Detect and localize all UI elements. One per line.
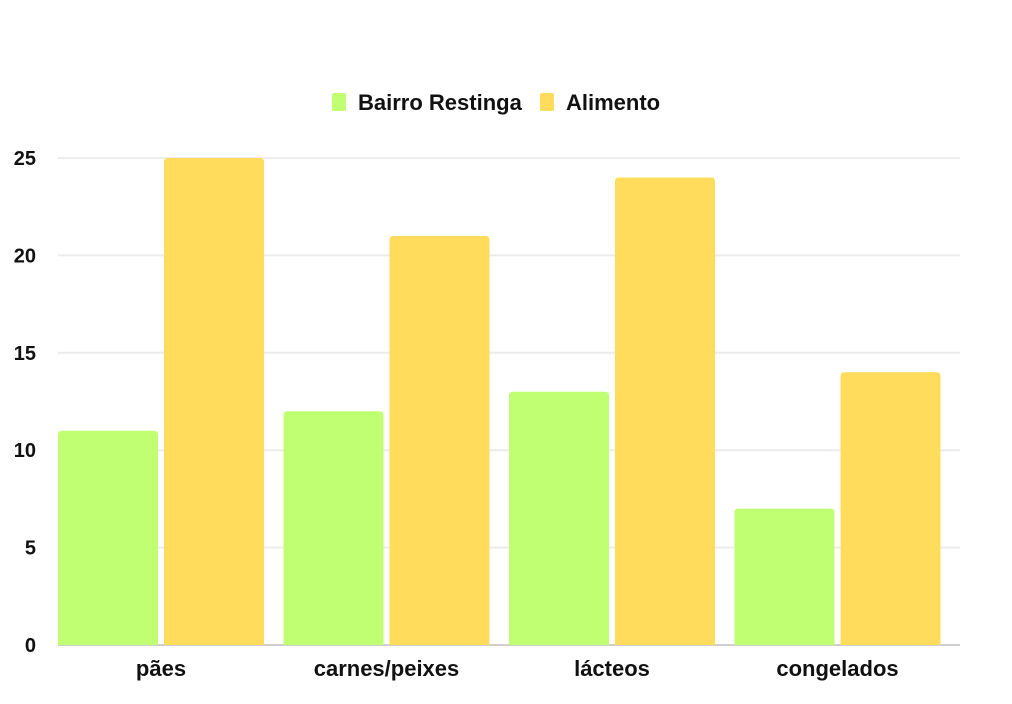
bar-series1-congelados: [734, 508, 835, 645]
legend-swatch: [540, 93, 554, 111]
x-category-label: lácteos: [574, 656, 650, 681]
y-tick-label: 10: [14, 440, 36, 462]
legend-label: Alimento: [566, 90, 660, 115]
y-tick-label: 0: [25, 635, 36, 657]
bar-series1-l-cteos: [509, 391, 609, 645]
y-axis-ticks: 0 5 10 15 20 25: [14, 148, 36, 657]
x-category-label: carnes/peixes: [314, 656, 460, 681]
bar-series1-carnes-peixes: [283, 411, 384, 645]
bar-series2-p-es: [164, 158, 264, 645]
y-tick-label: 5: [25, 538, 36, 560]
bar-series2-carnes-peixes: [389, 235, 490, 646]
x-category-label: congelados: [776, 656, 898, 681]
x-category-label: pães: [136, 656, 186, 681]
y-tick-label: 15: [14, 343, 36, 365]
legend-label: Bairro Restinga: [358, 90, 523, 115]
bar-series2-congelados: [840, 372, 941, 645]
x-axis-categories: pães carnes/peixes lácteos congelados: [136, 656, 899, 681]
legend-swatch: [332, 93, 346, 111]
y-tick-label: 20: [14, 245, 36, 267]
y-tick-label: 25: [14, 148, 36, 170]
bar-series2-l-cteos: [615, 177, 715, 646]
bar-series1-p-es: [58, 430, 158, 645]
legend: Bairro Restinga Alimento: [332, 90, 660, 115]
bars: [58, 158, 941, 646]
